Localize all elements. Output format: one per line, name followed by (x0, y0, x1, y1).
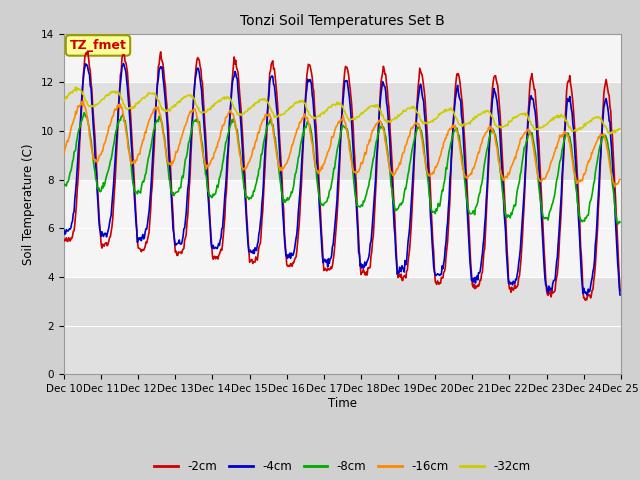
X-axis label: Time: Time (328, 397, 357, 410)
Bar (64, 277, 621, 374)
Text: TZ_fmet: TZ_fmet (70, 39, 127, 52)
Legend: -2cm, -4cm, -8cm, -16cm, -32cm: -2cm, -4cm, -8cm, -16cm, -32cm (150, 455, 535, 478)
Bar (64, 82, 621, 180)
Title: Tonzi Soil Temperatures Set B: Tonzi Soil Temperatures Set B (240, 14, 445, 28)
Y-axis label: Soil Temperature (C): Soil Temperature (C) (22, 143, 35, 265)
